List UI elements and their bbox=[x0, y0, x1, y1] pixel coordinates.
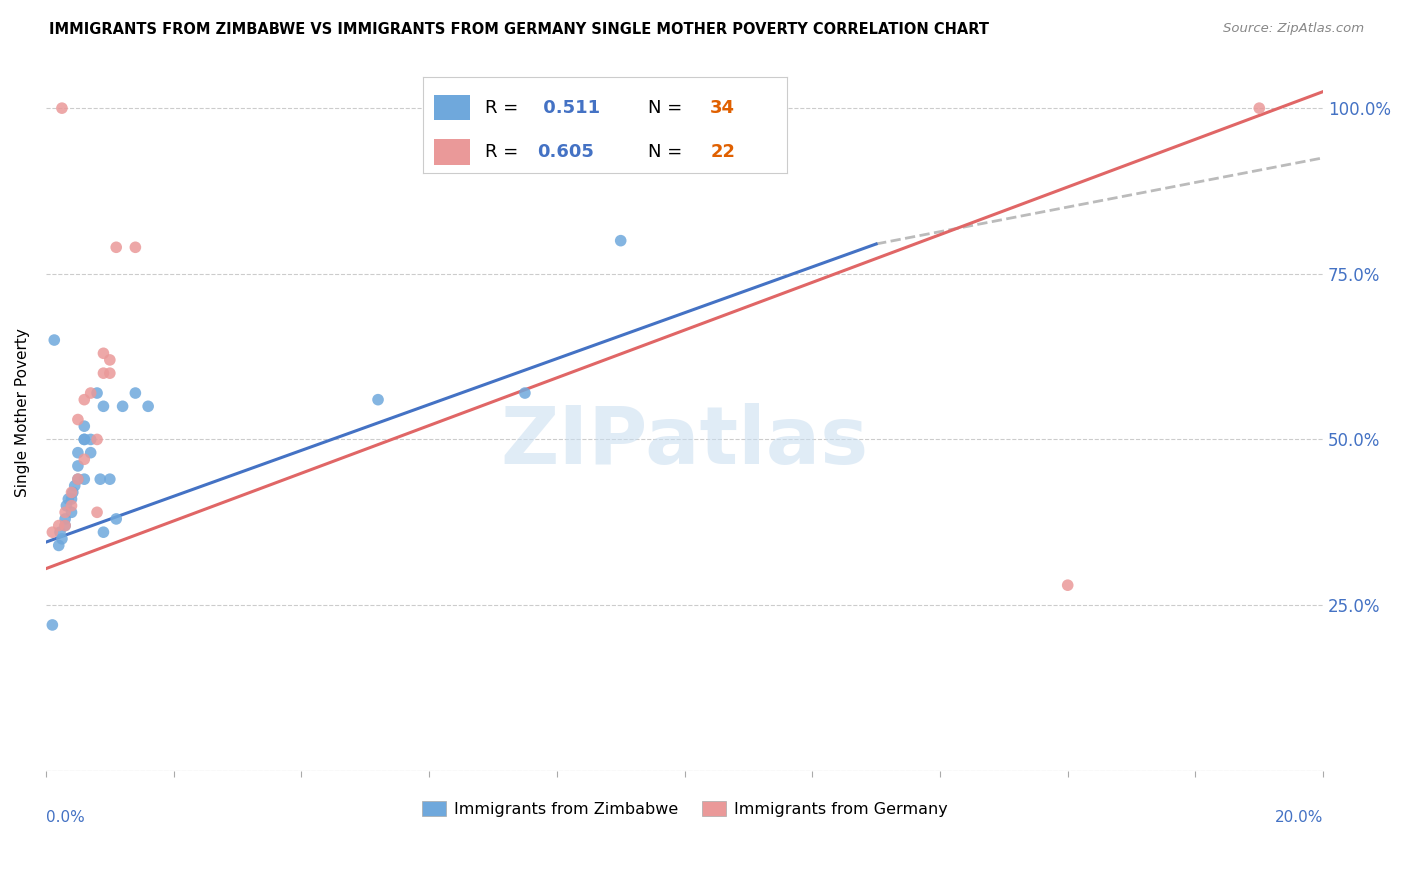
Text: IMMIGRANTS FROM ZIMBABWE VS IMMIGRANTS FROM GERMANY SINGLE MOTHER POVERTY CORREL: IMMIGRANTS FROM ZIMBABWE VS IMMIGRANTS F… bbox=[49, 22, 990, 37]
Point bbox=[41, 525, 63, 540]
Text: 20.0%: 20.0% bbox=[1275, 810, 1323, 825]
Point bbox=[105, 512, 128, 526]
Point bbox=[1056, 578, 1078, 592]
Point bbox=[79, 445, 101, 459]
Text: ZIPatlas: ZIPatlas bbox=[501, 402, 869, 481]
Point bbox=[1249, 101, 1271, 115]
Point bbox=[73, 433, 96, 447]
Point bbox=[367, 392, 389, 407]
Point bbox=[93, 525, 115, 540]
Point bbox=[66, 458, 89, 473]
Point bbox=[60, 485, 83, 500]
Point bbox=[41, 618, 63, 632]
Point bbox=[86, 505, 108, 519]
Point bbox=[73, 472, 96, 486]
Point bbox=[73, 392, 96, 407]
Point bbox=[49, 525, 72, 540]
Text: 0.0%: 0.0% bbox=[46, 810, 84, 825]
Point bbox=[93, 346, 115, 360]
Point bbox=[73, 433, 96, 447]
Point bbox=[73, 452, 96, 467]
Text: Source: ZipAtlas.com: Source: ZipAtlas.com bbox=[1223, 22, 1364, 36]
Point bbox=[124, 240, 146, 254]
Point bbox=[63, 479, 86, 493]
Legend: Immigrants from Zimbabwe, Immigrants from Germany: Immigrants from Zimbabwe, Immigrants fro… bbox=[415, 795, 953, 823]
Point bbox=[98, 352, 121, 367]
Point bbox=[66, 472, 89, 486]
Point bbox=[609, 234, 631, 248]
Point bbox=[53, 512, 76, 526]
Point bbox=[66, 412, 89, 426]
Point bbox=[60, 499, 83, 513]
Point bbox=[136, 399, 159, 413]
Point bbox=[98, 366, 121, 380]
Point bbox=[51, 101, 73, 115]
Point bbox=[73, 419, 96, 434]
Point bbox=[55, 499, 77, 513]
Point bbox=[66, 472, 89, 486]
Point bbox=[53, 518, 76, 533]
Point bbox=[89, 472, 111, 486]
Point bbox=[48, 538, 70, 552]
Point bbox=[48, 518, 70, 533]
Point bbox=[86, 386, 108, 401]
Point bbox=[93, 366, 115, 380]
Point bbox=[60, 505, 83, 519]
Point bbox=[51, 532, 73, 546]
Point bbox=[62, 485, 84, 500]
Point bbox=[60, 491, 83, 506]
Point bbox=[53, 505, 76, 519]
Y-axis label: Single Mother Poverty: Single Mother Poverty bbox=[15, 328, 30, 498]
Point bbox=[124, 386, 146, 401]
Point bbox=[44, 333, 66, 347]
Point bbox=[513, 386, 536, 401]
Point bbox=[58, 491, 80, 506]
Point bbox=[111, 399, 134, 413]
Point bbox=[66, 445, 89, 459]
Point bbox=[98, 472, 121, 486]
Point bbox=[86, 433, 108, 447]
Point bbox=[105, 240, 128, 254]
Point bbox=[53, 518, 76, 533]
Point bbox=[79, 386, 101, 401]
Point bbox=[79, 433, 101, 447]
Point bbox=[93, 399, 115, 413]
